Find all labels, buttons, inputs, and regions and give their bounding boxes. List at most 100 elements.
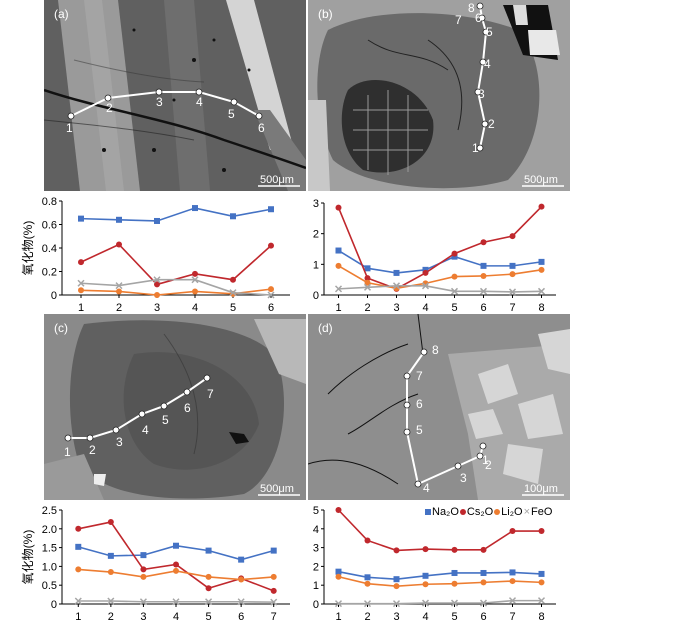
data-point-feo: [153, 276, 161, 284]
x-tick-label: 2: [116, 302, 122, 313]
data-point-feo: [479, 287, 488, 295]
x-tick-label: 6: [238, 611, 244, 622]
y-tick-label: 3: [313, 543, 319, 555]
data-point-li2o: [140, 573, 147, 580]
data-point-feo: [334, 285, 343, 293]
traverse-a: [70, 91, 260, 117]
data-point-li2o: [422, 581, 429, 588]
series-line-li2o: [80, 288, 272, 296]
data-point-li2o: [538, 266, 545, 273]
svg-text:3: 3: [460, 471, 467, 485]
chart-c: 0 0.5 1.0 1.5 2.0 2.5 1 2 3 4 5 6 7 氧化物(%): [21, 505, 290, 622]
data-point-li2o: [107, 569, 114, 576]
data-point-cs2o: [270, 587, 277, 594]
data-point-na2o: [154, 217, 160, 224]
svg-text:4: 4: [196, 95, 203, 109]
y-tick-label: 5: [313, 505, 319, 517]
data-point-cs2o: [154, 281, 160, 288]
svg-text:8: 8: [432, 343, 439, 357]
svg-text:5: 5: [162, 413, 169, 427]
data-point-li2o: [538, 579, 545, 586]
data-point-feo: [139, 598, 147, 606]
data-point-cs2o: [173, 561, 179, 568]
data-point-na2o: [364, 265, 371, 272]
data-point-cs2o: [116, 241, 122, 248]
svg-text:1: 1: [482, 453, 489, 467]
svg-text:2: 2: [89, 443, 96, 457]
data-point-li2o: [116, 288, 122, 295]
data-point-cs2o: [335, 507, 342, 513]
legend-cs2o-marker: [459, 509, 466, 515]
chart-d: 01234512345678氧化物(%): [313, 505, 556, 622]
series-line-li2o: [338, 575, 542, 587]
data-point-feo: [363, 283, 372, 291]
data-point-feo: [77, 279, 85, 287]
data-point-li2o: [451, 273, 458, 280]
image-label-d: (d): [318, 321, 333, 335]
data-point-na2o: [335, 568, 342, 575]
data-point-feo: [392, 282, 401, 290]
data-point-na2o: [538, 570, 545, 577]
data-point-na2o: [173, 542, 179, 549]
data-point-na2o: [230, 213, 236, 220]
data-point-cs2o: [192, 270, 198, 277]
svg-text:3: 3: [156, 95, 163, 109]
image-label-a: (a): [54, 7, 69, 21]
svg-text:5: 5: [416, 423, 423, 437]
x-tick-label: 1: [75, 611, 81, 622]
data-point-na2o: [238, 556, 245, 563]
x-tick-label: 8: [538, 302, 544, 313]
data-point-feo: [334, 600, 343, 608]
y-tick-label: 1.5: [42, 543, 57, 555]
svg-text:5: 5: [486, 25, 493, 39]
x-tick-label: 6: [480, 302, 486, 313]
data-point-li2o: [364, 580, 371, 587]
data-point-li2o: [192, 288, 198, 295]
chart-b: 012312345678氧化物(%): [313, 198, 556, 313]
x-tick-label: 2: [364, 302, 370, 313]
series-line-cs2o: [78, 521, 274, 592]
x-tick-label: 3: [393, 611, 399, 622]
y-tick-label: 2: [313, 229, 319, 241]
data-point-cs2o: [509, 528, 516, 535]
series-line-feo: [80, 278, 272, 296]
data-point-li2o: [480, 579, 487, 586]
data-point-feo: [479, 599, 488, 607]
image-label-c: (c): [54, 321, 68, 335]
data-point-cs2o: [422, 269, 429, 276]
x-tick-label: 5: [206, 611, 212, 622]
data-point-feo: [191, 276, 199, 284]
data-point-na2o: [509, 569, 516, 576]
series-line-cs2o: [337, 509, 542, 552]
y-tick-label: 1: [313, 259, 319, 271]
data-point-li2o: [509, 578, 516, 585]
data-point-cs2o: [268, 242, 274, 249]
data-point-li2o: [393, 583, 400, 590]
y-tick-label: 0.4: [42, 243, 57, 255]
x-tick-label: 1: [335, 302, 341, 313]
svg-text:7: 7: [416, 369, 423, 383]
data-point-feo: [74, 597, 82, 605]
y-tick-label: 0.8: [42, 196, 57, 208]
svg-text:8: 8: [468, 1, 475, 15]
y-tick-label: 0: [313, 599, 319, 611]
x-tick-label: 3: [140, 611, 146, 622]
data-point-li2o: [75, 566, 82, 573]
y-tick-label: 0: [51, 290, 57, 302]
svg-text:3: 3: [478, 87, 485, 101]
svg-text:2: 2: [485, 458, 492, 472]
traverse-d: [406, 351, 484, 486]
svg-text:6: 6: [258, 121, 265, 135]
data-point-na2o: [393, 269, 400, 276]
data-point-feo: [508, 288, 517, 296]
series-line-cs2o: [337, 206, 543, 290]
y-tick-label: 0: [51, 599, 57, 611]
data-point-feo: [237, 598, 245, 606]
data-point-feo: [270, 598, 278, 606]
data-point-li2o: [451, 580, 458, 587]
svg-text:4: 4: [423, 481, 430, 495]
svg-text:6: 6: [475, 11, 482, 25]
x-tick-label: 4: [173, 611, 179, 622]
data-point-na2o: [509, 262, 516, 269]
data-point-li2o: [268, 286, 274, 293]
